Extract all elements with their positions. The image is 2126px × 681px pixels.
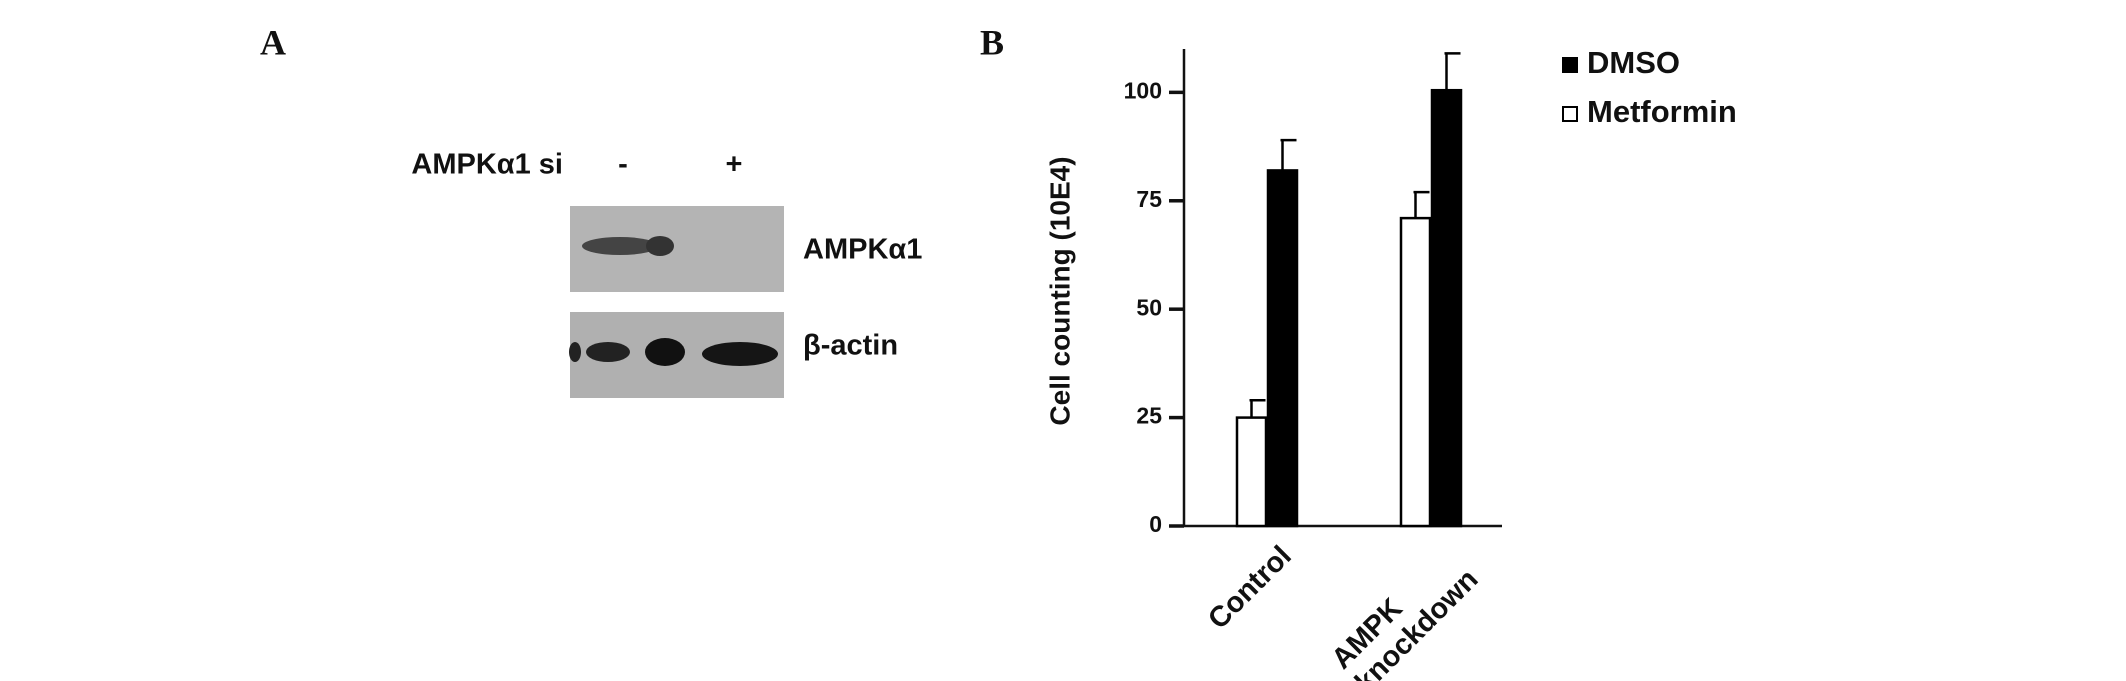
y-tick-label: 100 xyxy=(1124,77,1162,103)
legend-label: Metformin xyxy=(1587,94,1737,129)
lane-label: - xyxy=(618,149,628,181)
y-tick-label: 75 xyxy=(1136,186,1162,212)
bar xyxy=(1430,88,1463,528)
lane-label: + xyxy=(726,149,743,181)
band xyxy=(586,342,630,362)
band xyxy=(702,342,778,366)
blot-condition: AMPKα1 si xyxy=(411,149,563,181)
y-tick-label: 50 xyxy=(1136,294,1162,320)
blot-label: AMPKα1 xyxy=(803,234,922,266)
bar xyxy=(1399,216,1432,528)
legend-swatch xyxy=(1562,106,1578,122)
band xyxy=(646,236,674,256)
error-bar xyxy=(1249,398,1266,418)
bar xyxy=(1266,169,1299,528)
legend-label: DMSO xyxy=(1587,45,1680,80)
y-tick-label: 0 xyxy=(1149,511,1162,537)
band xyxy=(645,338,685,366)
blot-label: β-actin xyxy=(803,330,898,362)
band xyxy=(569,342,581,362)
bar xyxy=(1235,416,1268,528)
legend-swatch xyxy=(1562,57,1578,73)
y-tick-label: 25 xyxy=(1136,403,1162,429)
panel-label: A xyxy=(260,22,286,62)
error-bar xyxy=(1444,52,1461,91)
error-bar xyxy=(1413,190,1430,219)
y-axis-label: Cell counting (10E4) xyxy=(1044,156,1075,425)
band xyxy=(582,237,658,255)
error-bar xyxy=(1280,138,1297,171)
panel-label: B xyxy=(980,22,1004,62)
